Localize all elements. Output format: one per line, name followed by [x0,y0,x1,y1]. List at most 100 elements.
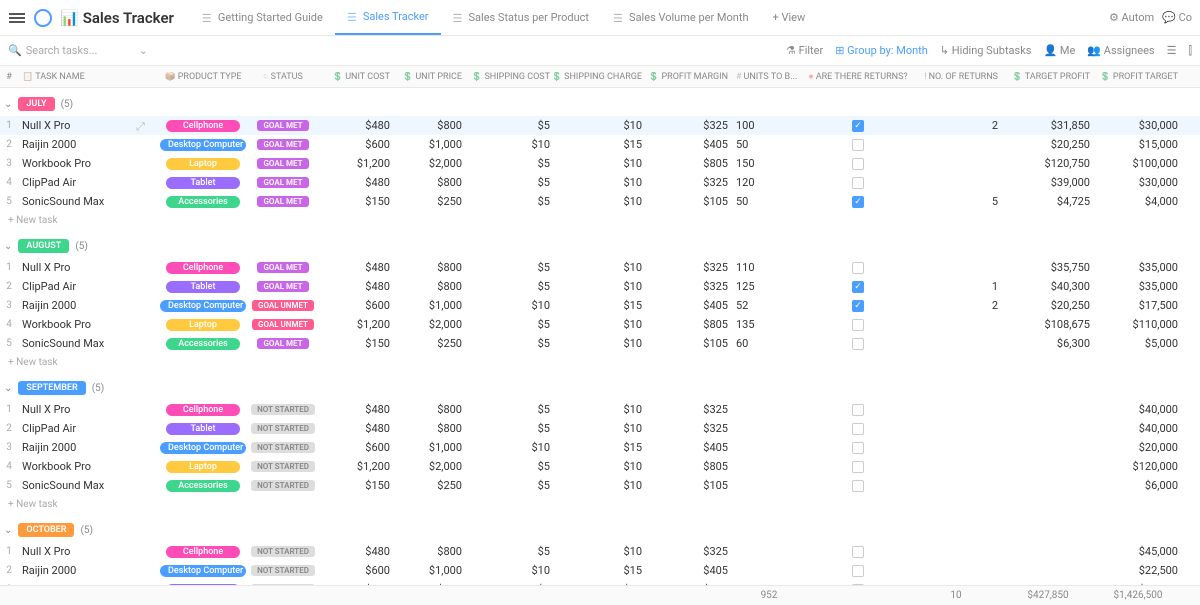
target-profit-cell[interactable]: $20,250 [1002,299,1094,312]
task-name[interactable]: Null X Pro [18,545,156,558]
group-by-button[interactable]: ⊞ Group by: Month [835,44,928,57]
returns-checkbox[interactable] [852,480,864,492]
returns-cell[interactable] [806,546,910,558]
profit-target-cell[interactable]: $35,000 [1094,261,1182,274]
filter-button[interactable]: ⚗ Filter [786,44,823,57]
product-type-cell[interactable]: Tablet [156,423,250,435]
returns-checkbox[interactable] [852,139,864,151]
product-type-cell[interactable]: Accessories [156,338,250,350]
returns-checkbox[interactable]: ✓ [852,196,864,208]
unit-cost-cell[interactable]: $1,200 [316,460,394,473]
returns-checkbox[interactable] [852,442,864,454]
returns-checkbox[interactable] [852,461,864,473]
task-name[interactable]: Raijin 2000 [18,138,156,151]
units-cell[interactable]: 52 [732,299,806,312]
target-profit-cell[interactable]: $40,300 [1002,280,1094,293]
shipping-cost-cell[interactable]: $5 [466,119,554,132]
profit-margin-cell[interactable]: $325 [646,422,732,435]
status-cell[interactable]: GOAL MET [250,281,316,292]
profit-margin-cell[interactable]: $805 [646,157,732,170]
profit-target-cell[interactable]: $120,000 [1094,460,1182,473]
unit-cost-cell[interactable]: $600 [316,138,394,151]
profit-target-cell[interactable]: $4,000 [1094,195,1182,208]
tab-sales-volume-per-month[interactable]: ☰Sales Volume per Month [601,0,760,35]
shipping-charge-cell[interactable]: $10 [554,176,646,189]
task-name[interactable]: Null X Pro⤢ [18,119,156,132]
task-name[interactable]: Raijin 2000 [18,564,156,577]
unit-cost-cell[interactable]: $600 [316,441,394,454]
status-cell[interactable]: GOAL MET [250,177,316,188]
status-cell[interactable]: GOAL MET [250,196,316,207]
status-cell[interactable]: NOT STARTED [250,565,316,576]
returns-cell[interactable] [806,404,910,416]
status-cell[interactable]: NOT STARTED [250,461,316,472]
tab-getting-started-guide[interactable]: ☰Getting Started Guide [190,0,335,35]
product-type-cell[interactable]: Accessories [156,480,250,492]
status-cell[interactable]: GOAL MET [250,120,316,131]
profit-target-cell[interactable]: $30,000 [1094,176,1182,189]
unit-cost-cell[interactable]: $600 [316,299,394,312]
returns-cell[interactable] [806,442,910,454]
shipping-cost-cell[interactable]: $5 [466,422,554,435]
profit-margin-cell[interactable]: $325 [646,261,732,274]
profit-margin-cell[interactable]: $325 [646,545,732,558]
profit-target-cell[interactable]: $45,000 [1094,545,1182,558]
shipping-charge-cell[interactable]: $15 [554,299,646,312]
col-status[interactable]: ○STATUS [250,71,316,82]
columns-icon[interactable]: ⫿ [1188,44,1192,58]
units-cell[interactable]: 50 [732,195,806,208]
profit-margin-cell[interactable]: $405 [646,441,732,454]
profit-target-cell[interactable]: $40,000 [1094,422,1182,435]
table-row[interactable]: 5SonicSound MaxAccessoriesGOAL MET$150$2… [0,192,1200,211]
product-type-cell[interactable]: Desktop Computer [156,442,250,454]
col-num[interactable]: # [0,72,18,82]
unit-price-cell[interactable]: $800 [394,261,466,274]
unit-price-cell[interactable]: $1,000 [394,441,466,454]
shipping-charge-cell[interactable]: $10 [554,157,646,170]
unit-cost-cell[interactable]: $600 [316,564,394,577]
status-cell[interactable]: GOAL UNMET [250,319,316,330]
col-unit-cost[interactable]: 💲UNIT COST [316,72,394,82]
units-cell[interactable]: 120 [732,176,806,189]
units-cell[interactable]: 100 [732,119,806,132]
col-profit-target[interactable]: 💲PROFIT TARGET [1094,72,1182,82]
profit-target-cell[interactable]: $6,000 [1094,479,1182,492]
unit-cost-cell[interactable]: $150 [316,479,394,492]
add-view-button[interactable]: + View [761,0,818,35]
profit-target-cell[interactable]: $20,000 [1094,441,1182,454]
col-unit-price[interactable]: 💲UNIT PRICE [394,72,466,82]
target-profit-cell[interactable]: $6,300 [1002,337,1094,350]
chevron-down-icon[interactable]: ⌄ [4,99,12,110]
task-name[interactable]: SonicSound Max [18,195,156,208]
returns-cell[interactable] [806,423,910,435]
task-name[interactable]: Workbook Pro [18,460,156,473]
returns-cell[interactable] [806,139,910,151]
unit-price-cell[interactable]: $250 [394,195,466,208]
tab-sales-status-per-product[interactable]: ☰Sales Status per Product [441,0,602,35]
task-name[interactable]: ClipPad Air [18,422,156,435]
returns-cell[interactable] [806,262,910,274]
returns-checkbox[interactable]: ✓ [852,281,864,293]
unit-price-cell[interactable]: $250 [394,479,466,492]
task-name[interactable]: SonicSound Max [18,337,156,350]
shipping-charge-cell[interactable]: $10 [554,403,646,416]
table-row[interactable]: 1Null X ProCellphoneNOT STARTED$480$800$… [0,400,1200,419]
returns-checkbox[interactable] [852,319,864,331]
chevron-down-icon[interactable]: ⌄ [4,525,12,536]
unit-price-cell[interactable]: $800 [394,119,466,132]
target-profit-cell[interactable]: $39,000 [1002,176,1094,189]
profit-target-cell[interactable]: $100,000 [1094,157,1182,170]
table-row[interactable]: 4ClipPad AirTabletGOAL MET$480$800$5$10$… [0,173,1200,192]
returns-checkbox[interactable] [852,262,864,274]
returns-cell[interactable]: ✓ [806,300,910,312]
hamburger-menu-icon[interactable] [8,9,26,27]
returns-checkbox[interactable]: ✓ [852,300,864,312]
units-cell[interactable]: 135 [732,318,806,331]
shipping-cost-cell[interactable]: $5 [466,280,554,293]
table-row[interactable]: 2Raijin 2000Desktop ComputerNOT STARTED$… [0,561,1200,580]
unit-price-cell[interactable]: $800 [394,403,466,416]
profit-target-cell[interactable]: $110,000 [1094,318,1182,331]
unit-price-cell[interactable]: $1,000 [394,564,466,577]
num-returns-cell[interactable]: 1 [910,280,1002,293]
task-name[interactable]: ClipPad Air [18,280,156,293]
